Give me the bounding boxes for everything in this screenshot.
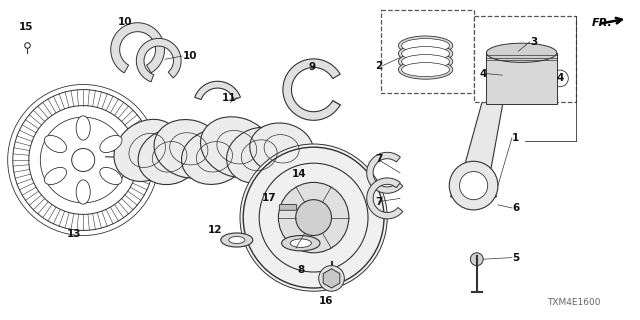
Circle shape [539,74,556,91]
Ellipse shape [402,54,450,69]
Ellipse shape [229,236,245,244]
FancyBboxPatch shape [543,72,577,84]
Text: 10: 10 [182,51,197,61]
Ellipse shape [44,167,67,185]
Ellipse shape [486,43,557,62]
Text: 11: 11 [222,92,237,103]
Ellipse shape [100,167,122,185]
Polygon shape [323,269,340,288]
Polygon shape [367,178,403,219]
Text: TXM4E1600: TXM4E1600 [547,298,601,307]
Ellipse shape [76,180,90,204]
Text: FR.: FR. [592,18,612,28]
Bar [486,53,557,104]
Ellipse shape [76,116,90,140]
Circle shape [470,253,483,266]
Ellipse shape [200,117,273,178]
Text: 7: 7 [375,154,383,164]
Ellipse shape [282,236,320,251]
Ellipse shape [100,135,122,153]
Ellipse shape [154,120,223,178]
Text: 4: 4 [557,73,564,84]
Circle shape [492,66,507,81]
Ellipse shape [398,52,453,71]
Text: 16: 16 [319,296,333,306]
Text: 7: 7 [375,196,383,207]
Text: 12: 12 [208,225,223,236]
Polygon shape [451,180,497,199]
Ellipse shape [44,135,67,153]
Ellipse shape [402,38,450,53]
Text: 8: 8 [297,265,305,276]
Ellipse shape [290,239,311,247]
Ellipse shape [138,129,201,185]
Polygon shape [460,72,508,189]
Circle shape [278,182,349,253]
Circle shape [319,266,344,291]
Ellipse shape [250,123,314,175]
Ellipse shape [398,44,453,63]
Text: 2: 2 [376,60,383,71]
Bar [381,10,474,93]
Text: 17: 17 [262,193,276,204]
Ellipse shape [227,127,292,183]
Circle shape [460,172,488,200]
FancyBboxPatch shape [279,204,297,210]
Ellipse shape [114,119,180,181]
Text: 15: 15 [19,22,33,32]
Circle shape [296,200,332,236]
Text: 9: 9 [308,62,316,72]
Ellipse shape [182,129,247,184]
Text: 10: 10 [118,17,132,28]
Polygon shape [111,23,164,73]
Text: 3: 3 [530,36,537,47]
Circle shape [552,70,568,87]
Ellipse shape [398,60,453,79]
Ellipse shape [398,36,453,55]
Polygon shape [283,59,340,120]
Ellipse shape [221,233,253,247]
Polygon shape [367,152,403,193]
FancyBboxPatch shape [531,76,564,89]
Text: 4: 4 [479,68,486,79]
Text: 6: 6 [512,203,519,213]
Bar [474,16,576,102]
Ellipse shape [402,62,450,76]
Text: 13: 13 [67,228,81,239]
Circle shape [485,60,513,88]
Polygon shape [136,38,181,82]
Circle shape [240,144,387,291]
Polygon shape [195,81,241,100]
Text: 1: 1 [512,132,519,143]
Text: 14: 14 [292,169,306,180]
Circle shape [449,161,498,210]
Ellipse shape [402,46,450,61]
Text: 5: 5 [512,252,519,263]
